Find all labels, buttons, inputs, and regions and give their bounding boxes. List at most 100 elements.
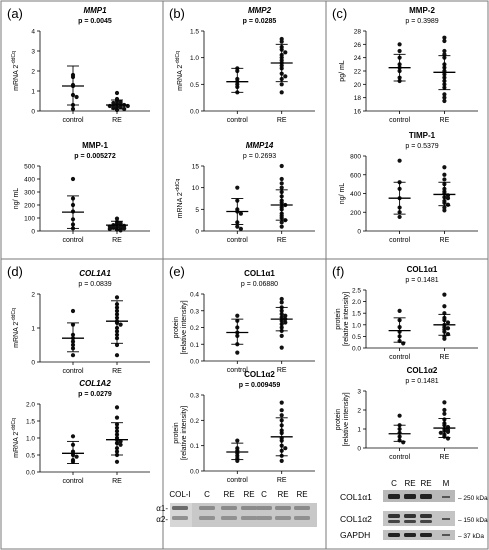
marker-label: – 37 kDa <box>458 533 484 540</box>
y-tick-label: 20 <box>354 82 362 89</box>
blot-band <box>420 533 432 537</box>
data-point <box>70 106 76 112</box>
y-tick-label: 0 <box>31 229 35 236</box>
data-point <box>442 411 447 416</box>
blot-band <box>404 520 416 523</box>
y-axis-label-line: protein <box>173 422 180 444</box>
y-tick-label: 0.0 <box>190 359 199 366</box>
data-point <box>279 185 284 190</box>
y-tick-label: 1.5 <box>190 29 199 36</box>
chart-title: MMP1 <box>83 6 107 15</box>
data-point <box>279 176 284 182</box>
data-point <box>397 42 402 47</box>
y-tick-label: 26 <box>354 42 362 49</box>
y-tick-label: 0.0 <box>190 469 199 476</box>
x-tick-label: control <box>227 237 248 244</box>
data-point <box>70 353 76 358</box>
y-tick-label: 0.2 <box>190 418 199 425</box>
data-point <box>397 308 402 313</box>
y-axis-label-text: mRNA 2-ddCq <box>11 308 20 348</box>
y-tick-label: 1.0 <box>26 436 35 443</box>
y-axis-label: mRNA 2-ddCq <box>11 418 20 458</box>
y-axis-label: protein [relative intensity] <box>335 292 350 346</box>
blot-lane-label: RE <box>404 479 415 488</box>
chart-b: MMP2 p = 0.0285 0.0 0.5 1.0 1.5 control RE <box>190 6 315 124</box>
y-tick-label: 3 <box>357 389 361 396</box>
y-tick-label: 0 <box>357 446 361 453</box>
data-point <box>397 214 402 220</box>
data-point <box>279 400 284 405</box>
data-point <box>114 216 120 221</box>
y-tick-label: 0.5 <box>190 82 199 89</box>
p-value: p = 0.0839 <box>78 281 111 288</box>
y-axis-label-line: protein <box>173 317 180 339</box>
blot-band <box>199 516 215 520</box>
y-tick-label: 0.3 <box>190 308 199 315</box>
y-tick-label: 1 <box>31 89 35 96</box>
blot-band <box>241 516 257 520</box>
y-tick-label: 2 <box>31 292 35 299</box>
y-tick-label: 15 <box>192 164 200 171</box>
data-point <box>438 430 443 435</box>
x-tick-label: control <box>62 368 83 375</box>
y-tick-label: 400 <box>350 191 361 198</box>
blot-lane-label: COL-I <box>169 490 190 499</box>
data-point <box>279 296 284 302</box>
panel-letter: (e) <box>169 264 185 279</box>
data-point <box>445 436 451 441</box>
panel-letter: (a) <box>7 6 23 21</box>
data-point <box>279 181 284 186</box>
y-tick-label: 0 <box>31 360 35 367</box>
data-point <box>74 454 79 459</box>
data-point <box>279 300 284 305</box>
y-tick-label: 1 <box>31 326 35 333</box>
x-tick-label: RE <box>277 237 287 244</box>
data-point <box>114 90 120 96</box>
y-tick-label: 800 <box>350 154 361 161</box>
panel-letter: (f) <box>332 264 344 279</box>
data-point <box>279 224 284 229</box>
x-tick-label: RE <box>112 117 122 124</box>
data-point <box>74 94 79 100</box>
chart-a2: MMP-1 p = 0.005272 0 100 200 300 400 500 control… <box>24 141 150 244</box>
marker-label: – 150 kDa <box>458 517 488 524</box>
blot-row-label: GAPDH <box>340 530 370 540</box>
data-point <box>442 95 447 100</box>
y-tick-label: 5 <box>195 207 199 214</box>
x-tick-label: control <box>227 117 248 124</box>
data-point <box>114 295 120 300</box>
y-tick-label: 1 <box>357 427 361 434</box>
blot-membrane <box>383 511 455 526</box>
data-point <box>118 104 123 110</box>
chart-title: COL1A1 <box>79 269 111 278</box>
blot-band <box>404 514 416 518</box>
y-tick-label: 0.0 <box>190 109 199 116</box>
data-point <box>445 196 451 201</box>
blot-lane-label: C <box>391 479 397 488</box>
data-point <box>279 39 284 44</box>
y-tick-label: 0.5 <box>352 334 361 341</box>
data-point <box>279 345 284 350</box>
p-value: p = 0.1481 <box>405 277 438 284</box>
blot-band <box>388 514 400 518</box>
y-tick-label: 0.5 <box>26 453 35 460</box>
data-point <box>114 459 120 464</box>
x-tick-label: RE <box>440 117 450 124</box>
x-tick-label: RE <box>112 478 122 485</box>
panel-letter: (d) <box>7 264 23 279</box>
data-point <box>442 172 447 177</box>
p-value: p = 0.1481 <box>405 378 438 385</box>
y-axis-label: mRNA 2-ddCq <box>11 51 20 91</box>
panel-letter: (b) <box>169 6 185 21</box>
data-point <box>442 35 447 40</box>
blot-band <box>420 520 432 523</box>
data-point <box>114 405 120 410</box>
data-point <box>238 226 243 231</box>
p-value: p = 0.3989 <box>405 18 438 25</box>
blot-lane-label: C <box>204 490 210 499</box>
y-tick-label: 400 <box>24 177 35 184</box>
y-tick-label: 200 <box>350 210 361 217</box>
x-tick-label: control <box>227 477 248 484</box>
y-axis-label: ng/ mL <box>13 188 20 210</box>
chart-title: MMP-1 <box>82 141 108 150</box>
